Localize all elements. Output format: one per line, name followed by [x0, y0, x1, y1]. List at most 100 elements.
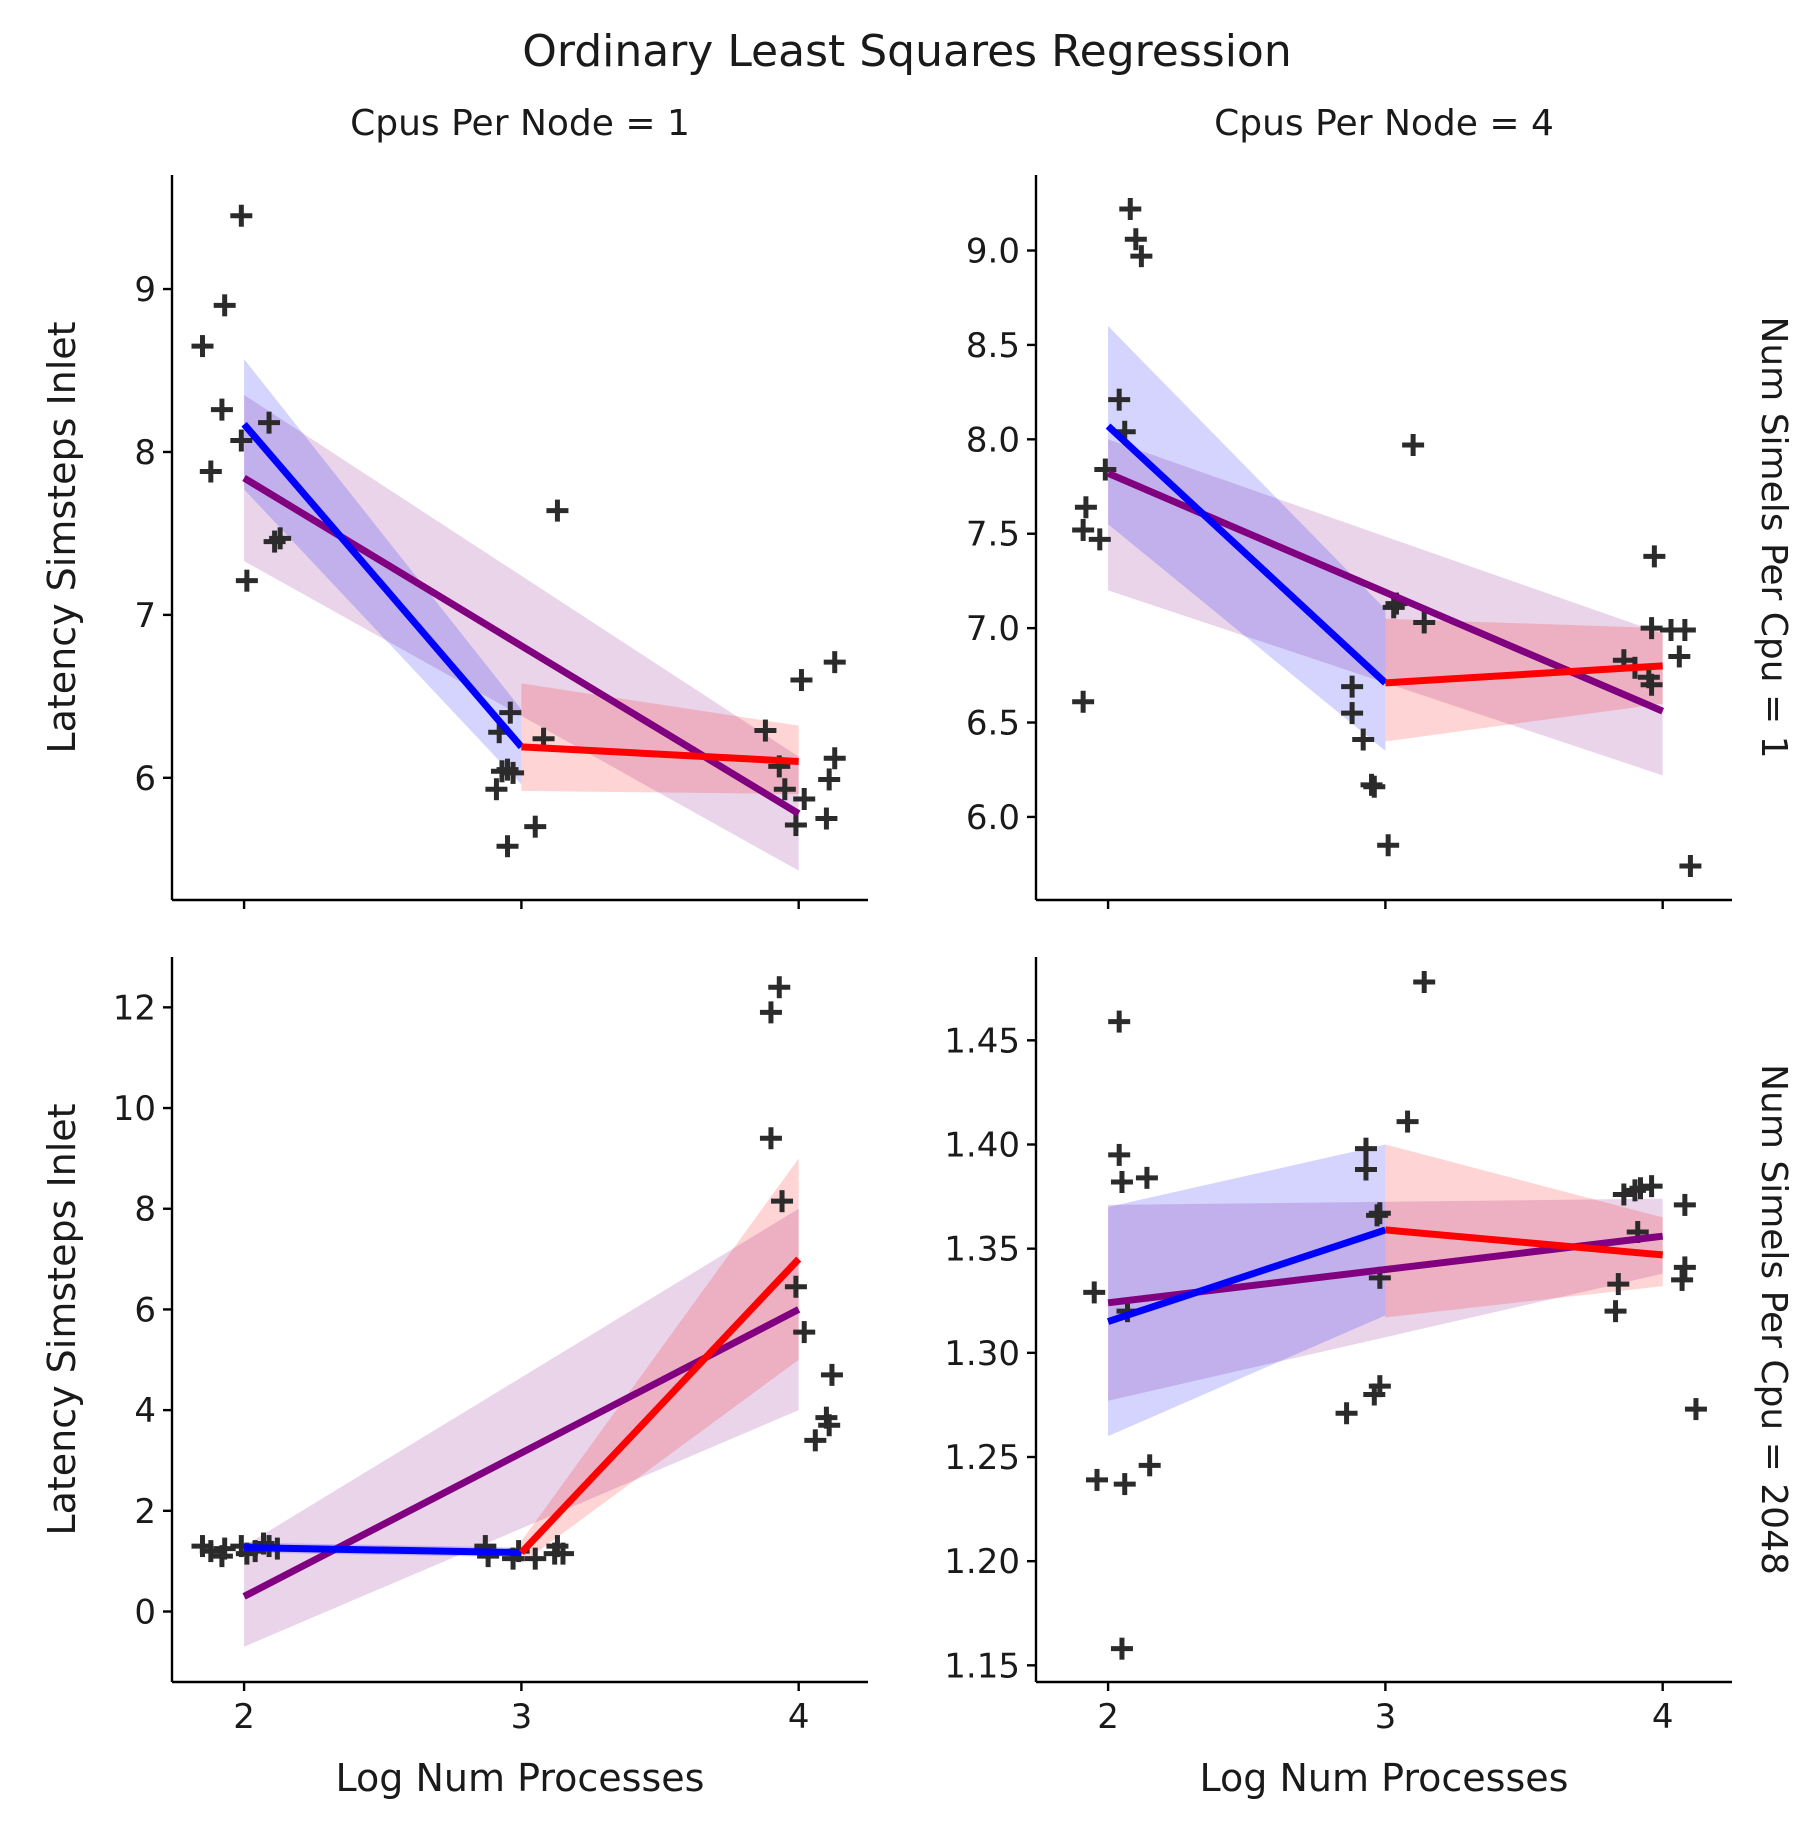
data-point	[524, 815, 547, 838]
data-point	[230, 429, 253, 452]
x-axis-label: Log Num Processes	[336, 1756, 705, 1800]
data-point	[1402, 433, 1425, 456]
data-point	[759, 1001, 782, 1024]
facet-p11: 6 7 8 9 Cpus Per Node = 1 Latency Simsteps In…	[40, 103, 868, 909]
ci-band-high	[1385, 1144, 1663, 1318]
data-point	[820, 1363, 843, 1386]
data-point	[258, 411, 281, 434]
data-point	[1413, 611, 1436, 634]
data-point	[235, 569, 258, 592]
data-point	[1354, 1158, 1377, 1181]
data-point	[1108, 388, 1131, 411]
y-tick-label: 7.5	[966, 515, 1020, 555]
data-point	[1363, 775, 1386, 798]
data-point	[1094, 458, 1117, 481]
data-point	[230, 204, 253, 227]
facet-p21: 0 2 4 6 8 10 12 2 3 4 Latency Simsteps Inlet Log Nu…	[40, 957, 868, 1800]
data-point	[1072, 518, 1095, 541]
data-point	[1684, 1398, 1707, 1421]
data-point	[191, 335, 214, 358]
data-point	[793, 1321, 816, 1344]
x-tick-label: 4	[1652, 1697, 1674, 1737]
data-point	[759, 1127, 782, 1150]
data-point	[804, 1429, 827, 1452]
data-point	[790, 669, 813, 692]
y-tick-label: 8	[134, 433, 156, 473]
data-point	[1113, 1473, 1136, 1496]
data-point	[1108, 1010, 1131, 1033]
data-point	[213, 294, 236, 317]
ci-band-low	[1108, 326, 1386, 751]
y-axis-label: Latency Simsteps Inlet	[40, 1103, 84, 1535]
y-tick-label: 1.35	[944, 1230, 1020, 1270]
data-point	[754, 719, 777, 742]
data-point	[1382, 596, 1405, 619]
data-point	[1368, 1375, 1391, 1398]
data-point	[1335, 1402, 1358, 1425]
y-tick-label: 1.40	[944, 1126, 1020, 1166]
data-point	[784, 1275, 807, 1298]
fit-line-high	[518, 1256, 802, 1556]
y-tick-label: 6	[134, 1290, 156, 1330]
ci-band-low	[1108, 1144, 1386, 1437]
ci-band-high	[521, 1158, 799, 1564]
data-point	[818, 768, 841, 791]
data-point	[1074, 496, 1097, 519]
y-tick-label: 10	[113, 1089, 156, 1129]
data-point	[1607, 1273, 1630, 1296]
data-point	[1138, 1454, 1161, 1477]
x-tick-label: 3	[1375, 1697, 1397, 1737]
y-tick-label: 12	[113, 988, 156, 1028]
data-point	[771, 1190, 794, 1213]
data-point	[1413, 971, 1436, 993]
y-tick-label: 8	[134, 1190, 156, 1230]
data-point	[1119, 197, 1142, 220]
x-tick-label: 4	[788, 1697, 810, 1737]
fit-line-high	[521, 743, 799, 766]
fit-line-low	[241, 421, 525, 750]
data-point	[823, 747, 846, 770]
data-point	[1341, 702, 1364, 725]
x-axis-label: Log Num Processes	[1200, 1756, 1569, 1800]
y-tick-label: 0	[134, 1593, 156, 1633]
data-point	[1643, 545, 1666, 568]
data-point	[1673, 619, 1696, 642]
facet-column-title: Cpus Per Node = 4	[1214, 103, 1554, 144]
data-point	[551, 1542, 574, 1565]
data-point	[1640, 673, 1663, 696]
facet-p12: 6.0 6.5 7.0 7.5 8.0 8.5 9.0 Cpus Per Node = 4 Nu…	[966, 103, 1794, 909]
chart-title: Ordinary Least Squares Regression	[522, 26, 1291, 77]
data-point	[1354, 1137, 1377, 1160]
y-tick-label: 1.15	[944, 1646, 1020, 1686]
x-tick-label: 3	[511, 1697, 533, 1737]
data-point	[1640, 1175, 1663, 1198]
y-tick-label: 1.20	[944, 1542, 1020, 1582]
data-point	[1110, 1171, 1133, 1193]
ci-band-overall	[1108, 1198, 1663, 1401]
facet-p22: 1.15 1.20 1.25 1.30 1.35 1.40 1.45 2 3 4 Num Simel…	[944, 957, 1794, 1800]
data-point	[524, 1547, 547, 1570]
ci-band-low	[244, 359, 522, 785]
data-point	[213, 1537, 236, 1560]
fit-line-low	[244, 1544, 522, 1557]
data-point	[823, 651, 846, 674]
ci-band-high	[521, 683, 799, 795]
fit-line-low	[1106, 1226, 1387, 1325]
data-point	[1341, 675, 1364, 698]
y-tick-label: 1.45	[944, 1021, 1020, 1061]
ci-band-overall	[244, 1208, 799, 1647]
fit-line-low	[1105, 423, 1388, 686]
data-point	[1072, 690, 1095, 713]
data-point	[210, 398, 233, 421]
data-point	[818, 1414, 841, 1437]
data-point	[768, 976, 791, 999]
data-point	[793, 787, 816, 810]
y-tick-label: 8.5	[966, 326, 1020, 366]
fit-line-high	[1385, 662, 1663, 687]
y-tick-label: 9	[134, 270, 156, 310]
facet-row-title: Num Simels Per Cpu = 2048	[1753, 1064, 1794, 1575]
data-point	[1086, 1468, 1109, 1491]
data-point	[1130, 245, 1153, 268]
data-point	[1110, 1637, 1133, 1660]
